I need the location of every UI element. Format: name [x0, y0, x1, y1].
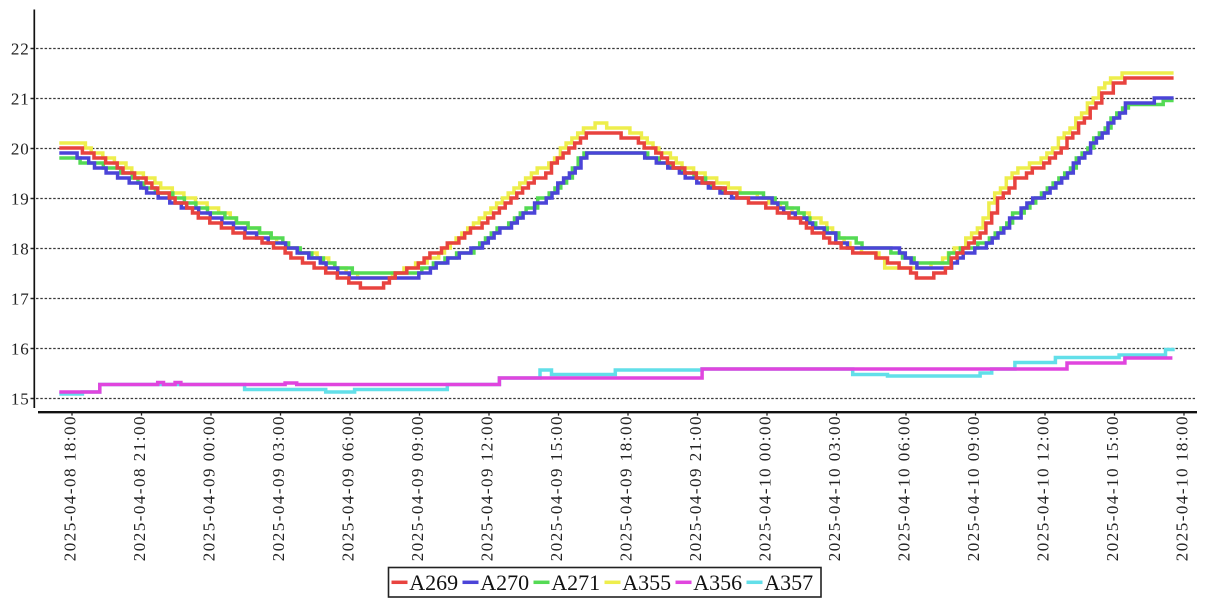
svg-text:A270: A270 [480, 570, 529, 595]
svg-text:18: 18 [11, 239, 30, 258]
svg-text:2025-04-09 21:00: 2025-04-09 21:00 [686, 415, 705, 561]
svg-text:A269: A269 [409, 570, 458, 595]
svg-text:2025-04-08 18:00: 2025-04-08 18:00 [61, 415, 80, 561]
svg-text:A356: A356 [693, 570, 742, 595]
svg-text:15: 15 [11, 389, 30, 408]
svg-text:A271: A271 [551, 570, 600, 595]
svg-text:2025-04-10 18:00: 2025-04-10 18:00 [1173, 415, 1192, 561]
svg-text:17: 17 [11, 289, 30, 308]
svg-text:2025-04-10 09:00: 2025-04-10 09:00 [964, 415, 983, 561]
svg-text:2025-04-10 15:00: 2025-04-10 15:00 [1103, 415, 1122, 561]
svg-text:22: 22 [11, 39, 30, 58]
svg-text:20: 20 [11, 139, 30, 158]
svg-text:2025-04-09 12:00: 2025-04-09 12:00 [478, 415, 497, 561]
svg-text:2025-04-10 12:00: 2025-04-10 12:00 [1034, 415, 1053, 561]
svg-text:A355: A355 [622, 570, 671, 595]
svg-text:2025-04-10 06:00: 2025-04-10 06:00 [895, 415, 914, 561]
svg-text:2025-04-09 06:00: 2025-04-09 06:00 [339, 415, 358, 561]
svg-text:2025-04-09 18:00: 2025-04-09 18:00 [617, 415, 636, 561]
svg-text:2025-04-10 03:00: 2025-04-10 03:00 [825, 415, 844, 561]
svg-text:2025-04-08 21:00: 2025-04-08 21:00 [130, 415, 149, 561]
svg-text:2025-04-09 09:00: 2025-04-09 09:00 [408, 415, 427, 561]
svg-text:19: 19 [11, 189, 30, 208]
svg-text:A357: A357 [764, 570, 813, 595]
svg-text:2025-04-09 15:00: 2025-04-09 15:00 [547, 415, 566, 561]
svg-text:2025-04-09 00:00: 2025-04-09 00:00 [200, 415, 219, 561]
svg-text:21: 21 [11, 89, 30, 108]
svg-text:2025-04-10 00:00: 2025-04-10 00:00 [756, 415, 775, 561]
svg-text:16: 16 [11, 339, 30, 358]
svg-text:2025-04-09 03:00: 2025-04-09 03:00 [269, 415, 288, 561]
